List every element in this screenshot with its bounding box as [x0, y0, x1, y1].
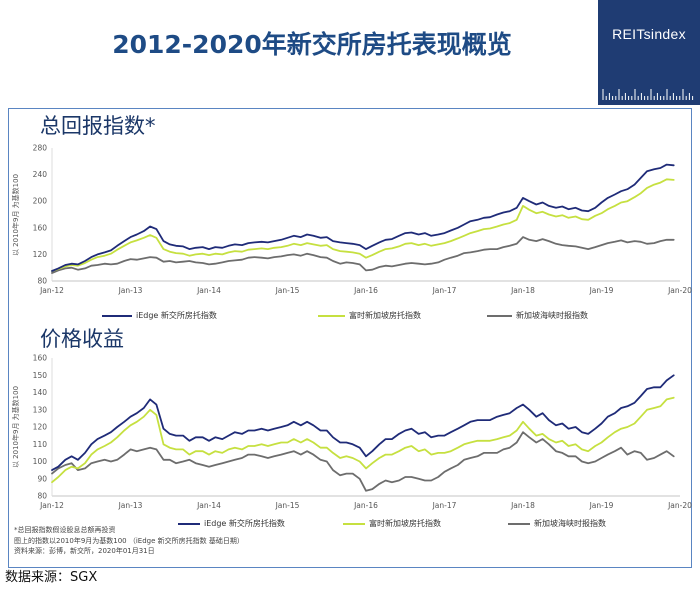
legend-swatch-ftse-reit	[343, 523, 365, 525]
chart1-series-ftse-reit-line	[51, 178, 675, 272]
chart1-xtick-label: Jan-16	[353, 286, 378, 295]
chart1-xtick-label: Jan-13	[118, 286, 143, 295]
legend-label-sti: 新加坡海峡时报指数	[516, 311, 588, 320]
data-source-note: 数据来源：SGX	[5, 570, 98, 585]
chart2-y-axis-label: 以 2010年9月 为基数100	[11, 386, 20, 468]
chart2-ytick-label: 150	[33, 371, 48, 380]
legend-label-sti: 新加坡海峡时报指数	[534, 519, 606, 528]
legend-swatch-ftse-reit	[318, 315, 345, 317]
chart1-xtick-label: Jan-19	[589, 286, 614, 295]
chart1-ytick-label: 240	[33, 170, 48, 179]
chart1-ytick-label: 280	[33, 144, 48, 153]
logo-ruler-graphic	[602, 89, 694, 100]
chart1-ytick-label: 80	[37, 277, 47, 286]
legend-label-iedge: iEdge 新交所房托指数	[204, 519, 285, 528]
chart1-ytick-label: 120	[33, 250, 48, 259]
chart1-ytick-label: 200	[33, 197, 48, 206]
chart2-xtick-label: Jan-15	[275, 501, 300, 510]
legend-label-ftse-reit: 富时新加坡房托指数	[369, 519, 441, 528]
reitsindex-logo: REITsindex	[598, 0, 700, 105]
chart2-series-sti-line	[51, 431, 675, 492]
chart1-ytick-label: 160	[33, 223, 48, 232]
price-return-chart: 以 2010年9月 为基数100 80 90 100 110 120 130 140 150 1…	[11, 354, 692, 511]
chart1-xtick-label: Jan-17	[432, 286, 457, 295]
total-return-chart: 以 2010年9月 为基数100 80 120 160 200 240 280 Jan-12…	[11, 144, 692, 296]
legend-item-ftse-reit: 富时新加坡房托指数	[318, 311, 421, 321]
chart1-series-sti-line	[51, 236, 675, 274]
chart2-ytick-label: 100	[33, 457, 48, 466]
legend-label-ftse-reit: 富时新加坡房托指数	[349, 311, 421, 320]
chart2-ytick-label: 110	[33, 440, 48, 449]
chart2-ytick-label: 120	[33, 423, 48, 432]
chart2-xtick-label: Jan-17	[432, 501, 457, 510]
chart2-xtick-label: Jan-14	[196, 501, 221, 510]
legend-swatch-iedge	[178, 523, 200, 525]
chart2-ytick-label: 160	[33, 354, 48, 363]
chart1-xtick-label: Jan-20	[667, 286, 692, 295]
chart2-xtick-label: Jan-19	[589, 501, 614, 510]
price-return-chart-title: 价格收益	[40, 327, 124, 351]
footnote-line: *总回报指数假设股息总额再投资	[14, 526, 116, 534]
footnote-line: 资料来源：彭博，新交所，2020年01月31日	[14, 547, 155, 555]
legend-item-sti: 新加坡海峡时报指数	[487, 311, 588, 321]
chart1-xtick-label: Jan-12	[39, 286, 64, 295]
chart2-xtick-label: Jan-13	[118, 501, 143, 510]
legend-item-ftse-reit: 富时新加坡房托指数	[343, 519, 441, 529]
legend-item-iedge: iEdge 新交所房托指数	[102, 311, 217, 321]
legend-label-iedge: iEdge 新交所房托指数	[136, 311, 217, 320]
legend-item-sti: 新加坡海峡时报指数	[508, 519, 606, 529]
chart1-xtick-label: Jan-18	[510, 286, 535, 295]
footnotes: *总回报指数假设股息总额再投资 图上的指数以2010年9月为基数100 （iEd…	[14, 525, 244, 557]
chart2-ytick-label: 130	[33, 405, 48, 414]
logo-text: REITsindex	[612, 26, 686, 42]
chart-panel-frame	[8, 108, 692, 568]
chart1-series-iedge-line	[51, 163, 675, 272]
chart2-xtick-label: Jan-12	[39, 501, 64, 510]
page-title: 2012-2020年新交所房托表现概览	[112, 30, 512, 59]
chart2-series-iedge-line	[51, 374, 675, 471]
chart2-ytick-label: 80	[37, 492, 47, 501]
legend-item-iedge: iEdge 新交所房托指数	[178, 519, 285, 529]
total-return-chart-title: 总回报指数*	[40, 114, 156, 138]
legend-swatch-sti	[487, 315, 512, 317]
chart1-y-axis-label: 以 2010年9月 为基数100	[11, 174, 20, 256]
chart2-series-ftse-reit-line	[51, 396, 675, 484]
chart2-xtick-label: Jan-16	[353, 501, 378, 510]
chart2-xtick-label: Jan-20	[667, 501, 692, 510]
chart2-ytick-label: 90	[37, 474, 47, 483]
chart2-xtick-label: Jan-18	[510, 501, 535, 510]
chart1-xtick-label: Jan-15	[275, 286, 300, 295]
chart1-xtick-label: Jan-14	[196, 286, 221, 295]
chart2-ytick-label: 140	[33, 388, 48, 397]
legend-swatch-iedge	[102, 315, 132, 317]
legend-swatch-sti	[508, 523, 530, 525]
footnote-line: 图上的指数以2010年9月为基数100 （iEdge 新交所房托指数 基础日期）	[14, 536, 244, 545]
